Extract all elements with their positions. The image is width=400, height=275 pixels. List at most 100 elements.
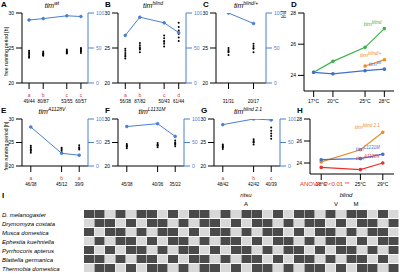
- svg-text:20/17: 20/17: [248, 99, 260, 104]
- svg-text:61/44: 61/44: [173, 99, 185, 104]
- svg-text:free running period [h]: free running period [h]: [8, 121, 9, 171]
- svg-text:Drymomyza costata: Drymomyza costata: [8, 221, 56, 227]
- svg-text:b: b: [138, 92, 141, 98]
- svg-text:Musca domestica: Musca domestica: [8, 230, 49, 236]
- svg-text:0: 0: [96, 80, 99, 86]
- svg-text:a: a: [221, 175, 224, 181]
- svg-text:blind: blind: [340, 192, 353, 198]
- svg-text:b: b: [60, 175, 63, 181]
- svg-text:a: a: [28, 92, 31, 98]
- svg-text:40/36: 40/36: [152, 182, 164, 187]
- svg-text:0: 0: [288, 163, 291, 169]
- svg-text:M: M: [354, 201, 359, 207]
- svg-text:49/44: 49/44: [23, 99, 35, 104]
- svg-text:80/87: 80/87: [38, 99, 50, 104]
- svg-text:29°C: 29°C: [377, 181, 389, 187]
- svg-text:100: 100: [96, 116, 104, 122]
- svg-text:50: 50: [96, 45, 102, 51]
- svg-text:50: 50: [288, 139, 294, 145]
- svg-text:30: 30: [202, 10, 208, 16]
- svg-text:c: c: [80, 92, 83, 98]
- svg-text:ritsu: ritsu: [240, 192, 252, 198]
- svg-text:50: 50: [194, 45, 200, 51]
- svg-text:31/31: 31/31: [223, 99, 235, 104]
- svg-text:87/82: 87/82: [134, 99, 146, 104]
- svg-text:25°C: 25°C: [359, 98, 371, 104]
- svg-text:45/38: 45/38: [121, 182, 133, 187]
- svg-text:24: 24: [290, 72, 296, 78]
- svg-text:28°C: 28°C: [379, 98, 391, 104]
- svg-text:17°C: 17°C: [308, 98, 320, 104]
- svg-text:45/12: 45/12: [56, 182, 68, 187]
- svg-text:100: 100: [288, 116, 296, 122]
- svg-text:20: 20: [104, 163, 110, 169]
- svg-text:c: c: [270, 175, 273, 181]
- svg-text:a: a: [124, 92, 127, 98]
- svg-text:Blattella germanica: Blattella germanica: [8, 257, 54, 263]
- svg-text:25: 25: [104, 139, 110, 145]
- svg-text:20: 20: [200, 163, 206, 169]
- svg-text:26: 26: [296, 138, 302, 144]
- svg-text:20: 20: [202, 80, 208, 86]
- svg-text:25: 25: [202, 45, 208, 51]
- svg-text:c: c: [66, 92, 69, 98]
- svg-text:42/42: 42/42: [248, 182, 260, 187]
- svg-text:timL1131M: timL1131M: [356, 145, 380, 152]
- svg-text:0: 0: [192, 163, 195, 169]
- svg-text:40/39: 40/39: [266, 182, 278, 187]
- svg-text:20: 20: [8, 163, 14, 169]
- svg-text:A: A: [244, 201, 248, 207]
- svg-text:53/55: 53/55: [61, 99, 73, 104]
- svg-text:25°C: 25°C: [355, 181, 367, 187]
- svg-text:timblind/+: timblind/+: [360, 51, 382, 58]
- svg-text:100: 100: [194, 10, 202, 16]
- svg-text:0: 0: [194, 80, 197, 86]
- svg-text:26: 26: [290, 41, 296, 47]
- svg-text:28: 28: [296, 116, 302, 122]
- svg-text:30: 30: [8, 10, 14, 16]
- svg-text:b: b: [252, 175, 255, 181]
- svg-text:0: 0: [274, 80, 277, 86]
- svg-text:25: 25: [8, 45, 14, 51]
- svg-text:a: a: [29, 175, 32, 181]
- svg-text:V: V: [334, 201, 338, 207]
- svg-text:20: 20: [8, 80, 14, 86]
- svg-text:28: 28: [290, 10, 296, 16]
- svg-text:timblind: timblind: [364, 20, 382, 27]
- svg-text:free running period [h]: free running period [h]: [8, 26, 9, 76]
- svg-text:20: 20: [104, 80, 110, 86]
- svg-text:50: 50: [274, 45, 280, 51]
- svg-text:b: b: [42, 92, 45, 98]
- svg-text:30: 30: [104, 116, 110, 122]
- svg-text:50: 50: [96, 139, 102, 145]
- svg-text:25: 25: [200, 139, 206, 145]
- svg-text:d: d: [177, 92, 180, 98]
- svg-text:50: 50: [192, 139, 198, 145]
- svg-text:30: 30: [104, 10, 110, 16]
- svg-text:25: 25: [8, 139, 14, 145]
- svg-text:24: 24: [296, 160, 302, 166]
- svg-text:a: a: [78, 175, 81, 181]
- svg-text:56/38: 56/38: [120, 99, 132, 104]
- svg-text:39/9: 39/9: [75, 182, 84, 187]
- svg-text:30: 30: [8, 116, 14, 122]
- svg-text:48/42: 48/42: [217, 182, 229, 187]
- svg-text:D. melanogaster: D. melanogaster: [8, 212, 47, 218]
- svg-text:50/43: 50/43: [159, 99, 171, 104]
- svg-text:46/38: 46/38: [25, 182, 37, 187]
- svg-text:100: 100: [96, 10, 104, 16]
- svg-text:30: 30: [200, 116, 206, 122]
- svg-text:0: 0: [96, 163, 99, 169]
- svg-text:timA1128V: timA1128V: [356, 154, 381, 161]
- svg-text:60/57: 60/57: [75, 99, 87, 104]
- svg-text:Pyrrhocoris apterus: Pyrrhocoris apterus: [8, 248, 54, 254]
- svg-text:Ephestia kuehniella: Ephestia kuehniella: [8, 239, 55, 245]
- svg-text:35/22: 35/22: [170, 182, 182, 187]
- svg-text:rhythmic individuals [%]: rhythmic individuals [%]: [281, 10, 287, 19]
- svg-text:c: c: [163, 92, 166, 98]
- svg-text:Thermobia domestica: Thermobia domestica: [8, 266, 60, 272]
- svg-text:100: 100: [192, 116, 200, 122]
- svg-text:timwt: timwt: [369, 60, 382, 67]
- svg-text:timblind 2.1: timblind 2.1: [355, 123, 381, 130]
- svg-text:25: 25: [104, 45, 110, 51]
